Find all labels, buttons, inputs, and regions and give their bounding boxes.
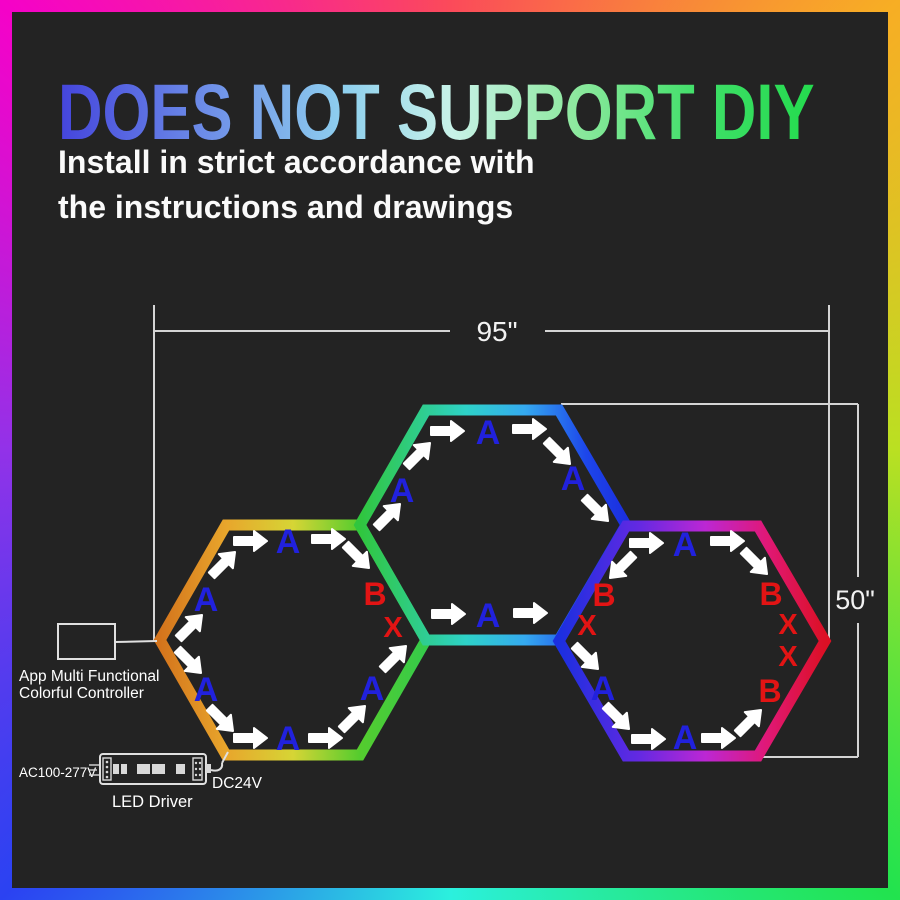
arrow-icon (308, 727, 343, 749)
subtitle-line-2: the instructions and drawings (58, 189, 514, 225)
driver-output-wire (210, 762, 224, 772)
arrow-icon (233, 727, 268, 749)
marker-a: A (673, 526, 698, 564)
marker-x: X (383, 612, 403, 644)
marker-a: A (360, 670, 385, 708)
hexagon-right (552, 520, 832, 762)
marker-b: B (758, 673, 781, 709)
marker-a: A (194, 581, 219, 619)
subtitle-line-1: Install in strict accordance with (58, 144, 535, 180)
arrow-icon (513, 602, 548, 624)
driver-vent (113, 764, 119, 774)
driver-name-label: LED Driver (112, 793, 193, 811)
arrow-icon (233, 530, 268, 552)
arrow-icon (430, 420, 465, 442)
driver-dot (198, 761, 202, 765)
page-title: DOES NOT SUPPORT DIY (58, 67, 815, 156)
marker-a: A (194, 671, 219, 709)
marker-b: B (363, 576, 386, 612)
width-dimension-label: 95" (476, 316, 517, 347)
hexagon-diagram: 95" 50" (19, 305, 875, 811)
driver-dot (198, 767, 202, 771)
marker-x: X (577, 610, 597, 642)
led-driver-drawing: AC100-277V (19, 751, 263, 811)
arrow-icon (631, 728, 666, 750)
driver-end-cap (192, 757, 203, 781)
driver-vent (121, 764, 127, 774)
driver-dot (105, 775, 109, 779)
driver-dot (105, 765, 109, 769)
arrow-icon (512, 418, 547, 440)
marker-a: A (276, 720, 301, 758)
marker-b: B (759, 576, 782, 612)
width-dimension: 95" (153, 305, 830, 641)
marker-a: A (476, 414, 501, 452)
marker-a: A (476, 597, 501, 635)
marker-a: A (591, 670, 616, 708)
controller-label-line-1: App Multi Functional (19, 668, 159, 685)
driver-dot (198, 773, 202, 777)
marker-x: X (778, 609, 798, 641)
marker-b: B (592, 577, 615, 613)
arrow-icon (629, 532, 664, 554)
height-dimension-label: 50" (835, 585, 875, 615)
driver-vent (152, 764, 165, 774)
driver-output-label: DC24V (212, 775, 263, 792)
height-dimension: 50" (561, 403, 875, 758)
driver-dot (194, 761, 198, 765)
arrow-icon (701, 727, 736, 749)
driver-vent (137, 764, 150, 774)
driver-dot (105, 770, 109, 774)
marker-x: X (778, 641, 798, 673)
arrow-icon (311, 528, 346, 550)
controller-drawing: App Multi Functional Colorful Controller (19, 623, 159, 702)
driver-vent (176, 764, 185, 774)
controller-label-line-2: Colorful Controller (19, 685, 144, 702)
driver-output-wire (221, 751, 229, 764)
driver-output-plug (206, 764, 211, 773)
controller-wire (114, 640, 158, 643)
marker-a: A (561, 460, 586, 498)
page-subtitle: Install in strict accordance with the in… (58, 140, 535, 230)
diagram-canvas: DOES NOT SUPPORT DIY Install in strict a… (12, 12, 888, 888)
driver-input-label: AC100-277V (19, 765, 96, 780)
marker-a: A (390, 472, 415, 510)
driver-dot (105, 760, 109, 764)
driver-dot (194, 767, 198, 771)
marker-a: A (276, 523, 301, 561)
arrow-icon (431, 603, 466, 625)
marker-a: A (673, 719, 698, 757)
driver-dot (194, 773, 198, 777)
arrow-icon (710, 530, 745, 552)
driver-end-cap (102, 757, 112, 781)
controller-box (57, 623, 116, 660)
